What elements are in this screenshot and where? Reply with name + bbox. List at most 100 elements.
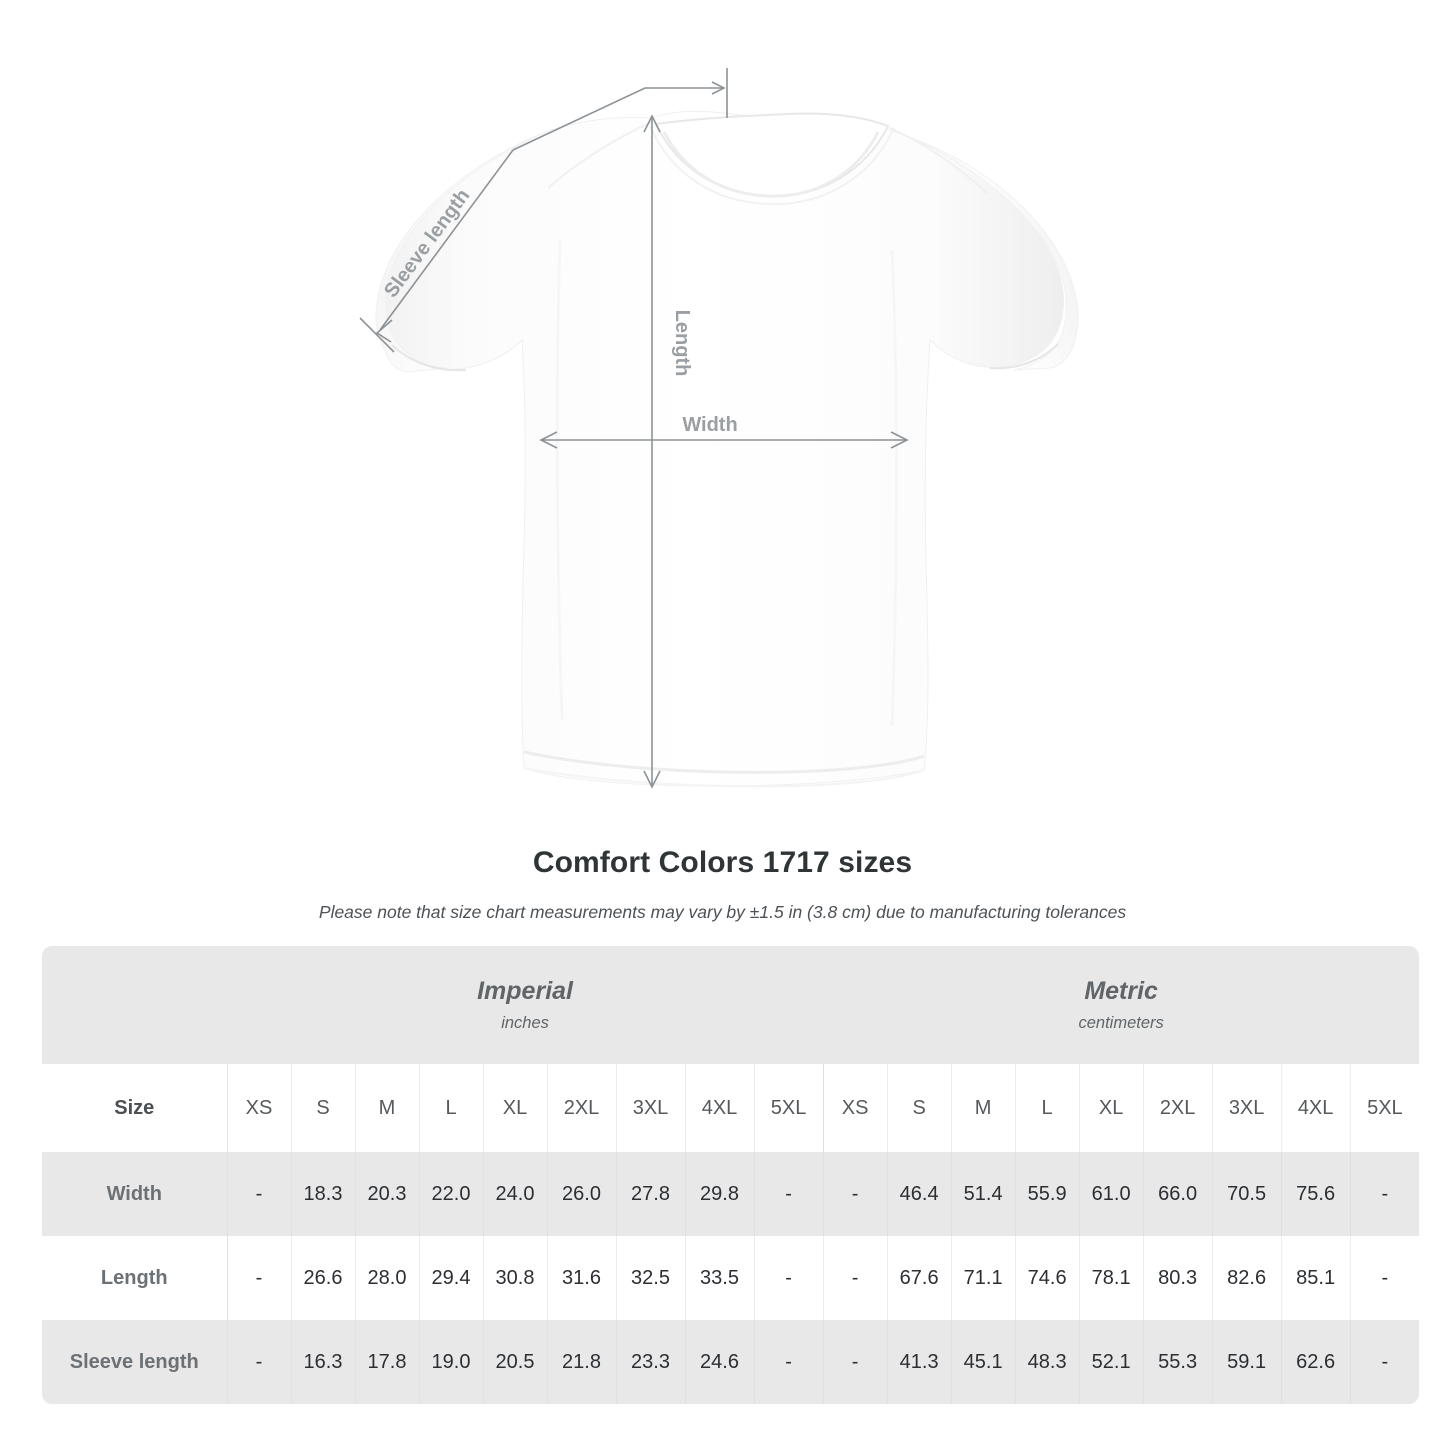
- header-imperial-xl: XL: [483, 1064, 548, 1152]
- length-imperial-m: 28.0: [355, 1236, 420, 1320]
- left-sleeve-hem: [391, 344, 467, 372]
- sleeve-metric-s: 41.3: [887, 1320, 952, 1404]
- tshirt-diagram-svg: Sleeve length Length Width: [359, 68, 1079, 789]
- header-metric-xs: XS: [823, 1064, 888, 1152]
- imperial-label: Imperial: [477, 976, 573, 1005]
- length-imperial-xl: 30.8: [483, 1236, 548, 1320]
- width-imperial-5xl: -: [754, 1152, 824, 1236]
- length-top-arrowhead: [643, 114, 661, 133]
- unit-banner-metric: Metric centimeters: [823, 946, 1420, 1064]
- sleeve-dimension-arrowhead: [375, 319, 393, 343]
- header-metric-m: M: [951, 1064, 1016, 1152]
- header-imperial-l: L: [419, 1064, 484, 1152]
- width-imperial-xl: 24.0: [483, 1152, 548, 1236]
- title-block: Comfort Colors 1717 sizes Please note th…: [0, 845, 1445, 924]
- tshirt-body-path: [385, 110, 1065, 787]
- width-imperial-2xl: 26.0: [547, 1152, 617, 1236]
- length-metric-4xl: 85.1: [1281, 1236, 1351, 1320]
- length-metric-2xl: 80.3: [1143, 1236, 1213, 1320]
- table-row: Length - 26.6 28.0 29.4 30.8 31.6 32.5 3…: [42, 1236, 1420, 1320]
- width-imperial-xs: -: [227, 1152, 292, 1236]
- metric-unit: centimeters: [1078, 1014, 1164, 1033]
- length-bottom-arrowhead: [643, 770, 661, 789]
- length-label: Length: [671, 310, 693, 377]
- sleeve-metric-xs: -: [823, 1320, 888, 1404]
- sleeve-imperial-3xl: 23.3: [616, 1320, 686, 1404]
- unit-banner-spacer: [42, 946, 227, 1064]
- width-imperial-3xl: 27.8: [616, 1152, 686, 1236]
- length-metric-5xl: -: [1350, 1236, 1420, 1320]
- sleeve-metric-2xl: 55.3: [1143, 1320, 1213, 1404]
- body-fold-left: [555, 239, 564, 721]
- header-size-label: Size: [42, 1064, 228, 1152]
- sleeve-imperial-xs: -: [227, 1320, 292, 1404]
- header-metric-5xl: 5XL: [1350, 1064, 1420, 1152]
- tshirt-left-sleeve: [375, 131, 547, 373]
- width-imperial-m: 20.3: [355, 1152, 420, 1236]
- sleeve-metric-l: 48.3: [1015, 1320, 1080, 1404]
- sleeve-leader-arrowhead: [711, 81, 726, 95]
- width-metric-xl: 61.0: [1079, 1152, 1144, 1236]
- left-shoulder-seam: [547, 121, 653, 189]
- header-imperial-s: S: [291, 1064, 356, 1152]
- length-metric-xs: -: [823, 1236, 888, 1320]
- header-imperial-5xl: 5XL: [754, 1064, 824, 1152]
- page-subtitle: Please note that size chart measurements…: [318, 902, 1127, 922]
- row-label-length: Length: [42, 1236, 228, 1320]
- length-metric-xl: 78.1: [1079, 1236, 1144, 1320]
- sleeve-imperial-4xl: 24.6: [685, 1320, 755, 1404]
- right-shoulder-seam: [889, 127, 989, 195]
- sleeve-leader-line: [512, 87, 722, 151]
- width-metric-s: 46.4: [887, 1152, 952, 1236]
- tshirt-illustration: Sleeve length Length Width: [359, 68, 1079, 789]
- size-header-row: Size XS S M L XL 2XL 3XL 4XL 5XL XS S M …: [42, 1064, 1420, 1152]
- width-imperial-l: 22.0: [419, 1152, 484, 1236]
- tshirt-collar-inner: [662, 131, 880, 198]
- size-table: Imperial inches Metric centimeters Size …: [42, 946, 1420, 1404]
- header-metric-s: S: [887, 1064, 952, 1152]
- width-metric-m: 51.4: [951, 1152, 1016, 1236]
- length-imperial-3xl: 32.5: [616, 1236, 686, 1320]
- sleeve-imperial-2xl: 21.8: [547, 1320, 617, 1404]
- header-metric-4xl: 4XL: [1281, 1064, 1351, 1152]
- sleeve-hem-tick: [359, 317, 395, 353]
- width-label: Width: [682, 414, 737, 436]
- width-metric-2xl: 66.0: [1143, 1152, 1213, 1236]
- header-metric-2xl: 2XL: [1143, 1064, 1213, 1152]
- right-sleeve-hem: [989, 343, 1059, 370]
- tshirt-collar-rib: [649, 125, 895, 206]
- length-metric-3xl: 82.6: [1212, 1236, 1282, 1320]
- table-row: Sleeve length - 16.3 17.8 19.0 20.5 21.8…: [42, 1320, 1420, 1404]
- sleeve-metric-4xl: 62.6: [1281, 1320, 1351, 1404]
- sleeve-imperial-m: 17.8: [355, 1320, 420, 1404]
- sleeve-metric-3xl: 59.1: [1212, 1320, 1282, 1404]
- header-imperial-m: M: [355, 1064, 420, 1152]
- sleeve-imperial-5xl: -: [754, 1320, 824, 1404]
- width-imperial-s: 18.3: [291, 1152, 356, 1236]
- sleeve-metric-5xl: -: [1350, 1320, 1420, 1404]
- unit-banner-row: Imperial inches Metric centimeters: [42, 946, 1420, 1064]
- header-imperial-2xl: 2XL: [547, 1064, 617, 1152]
- unit-banner-imperial: Imperial inches: [227, 946, 824, 1064]
- row-label-sleeve-length: Sleeve length: [42, 1320, 228, 1404]
- length-imperial-4xl: 33.5: [685, 1236, 755, 1320]
- header-imperial-xs: XS: [227, 1064, 292, 1152]
- imperial-unit: inches: [501, 1014, 549, 1033]
- header-metric-l: L: [1015, 1064, 1080, 1152]
- tshirt-bottom-hem: [523, 750, 925, 774]
- length-imperial-xs: -: [227, 1236, 292, 1320]
- sleeve-imperial-l: 19.0: [419, 1320, 484, 1404]
- length-imperial-2xl: 31.6: [547, 1236, 617, 1320]
- sleeve-metric-xl: 52.1: [1079, 1320, 1144, 1404]
- header-metric-3xl: 3XL: [1212, 1064, 1282, 1152]
- table-row: Width - 18.3 20.3 22.0 24.0 26.0 27.8 29…: [42, 1152, 1420, 1236]
- width-left-arrowhead: [539, 431, 558, 449]
- length-imperial-l: 29.4: [419, 1236, 484, 1320]
- row-label-width: Width: [42, 1152, 228, 1236]
- sleeve-imperial-xl: 20.5: [483, 1320, 548, 1404]
- header-imperial-3xl: 3XL: [616, 1064, 686, 1152]
- header-imperial-4xl: 4XL: [685, 1064, 755, 1152]
- measurement-annotations: [359, 68, 909, 789]
- header-metric-xl: XL: [1079, 1064, 1144, 1152]
